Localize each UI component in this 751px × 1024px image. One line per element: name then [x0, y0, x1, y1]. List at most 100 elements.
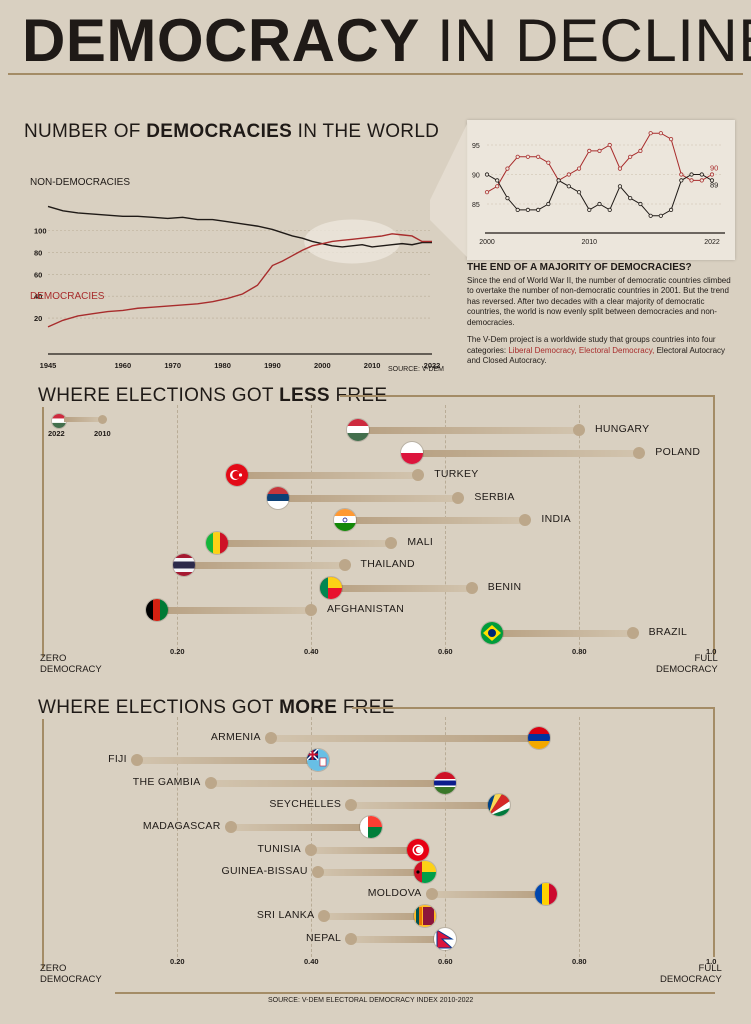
dumbbell-bar [351, 935, 445, 943]
country-label: BENIN [487, 580, 522, 593]
inset-point [576, 190, 582, 195]
dot-2010 [318, 910, 331, 923]
dumbbell-bar [317, 868, 425, 876]
inset-point [607, 142, 612, 148]
y-tick-label: 100 [34, 227, 47, 236]
dot-2010 [130, 754, 143, 767]
x-tick-label: 2010 [581, 239, 597, 246]
y-tick-label: 90 [472, 173, 480, 180]
flag-hungary-icon [345, 418, 370, 442]
inset-point [709, 172, 715, 177]
page-title: DEMOCRACY IN DECLINE [22, 6, 751, 76]
title-light: IN DECLINE [437, 7, 751, 74]
inset-point [648, 213, 653, 218]
country-label: SRI LANKA [256, 909, 315, 922]
inset-point [597, 201, 602, 207]
y-tick-label: 20 [34, 314, 42, 323]
inset-text: THE END OF A MAJORITY OF DEMOCRACIES? Si… [467, 262, 733, 374]
axis-full-l1: FULL [694, 653, 718, 664]
inset-para1: Since the end of World War II, the numbe… [467, 275, 731, 327]
flag-nepal-icon [433, 926, 457, 951]
legend-dot [98, 415, 107, 424]
inset-point [689, 172, 694, 177]
inset-point [495, 184, 500, 189]
inset-point [505, 196, 510, 201]
x-tick-label: 0.60 [438, 647, 453, 656]
gridline [579, 717, 580, 957]
dumbbell-bar [277, 494, 459, 502]
footer-source: SOURCE: V-DEM ELECTORAL DEMOCRACY INDEX … [268, 997, 474, 1004]
dumbbell-bar [357, 427, 579, 434]
dumbbell-bar [210, 779, 445, 787]
axis-full-label: FULL DEMOCRACY [656, 653, 718, 675]
country-label: SEYCHELLES [269, 797, 342, 810]
dot-2010 [264, 732, 277, 744]
dot-2010 [626, 626, 639, 639]
dot-2010 [412, 469, 425, 481]
inset-point [628, 154, 633, 159]
less-free-chart: 0.20 0.40 0.60 0.80 1.0 ZERO DEMOCRACY FULL DEMO… [0, 395, 751, 695]
inset-point [689, 178, 694, 183]
dot-2010 [345, 798, 358, 811]
flag-srilanka-icon [412, 904, 437, 929]
country-label: FIJI [108, 753, 127, 766]
dot-2010 [305, 604, 317, 616]
flag-brazil-icon [479, 620, 504, 645]
dumbbell-bar [230, 824, 372, 832]
dumbbell-bar [183, 562, 345, 569]
x-tick-label: 1980 [214, 361, 231, 370]
flag-armenia-icon [526, 726, 551, 750]
x-tick-label: 2022 [704, 239, 720, 246]
flag-seychelles-icon [486, 792, 511, 817]
more-free-chart: 0.20 0.40 0.60 0.80 1.0 ZERO DEMOCRACY FULL DEMO… [0, 707, 751, 1007]
gridline [579, 405, 580, 655]
inset-point [484, 172, 490, 177]
dot-2010 [204, 776, 217, 789]
inset-point [679, 172, 684, 177]
inset-point [587, 207, 592, 213]
country-label: TUNISIA [257, 842, 301, 855]
x-tick-label: 2000 [314, 361, 331, 370]
x-tick-label: 0.60 [438, 957, 453, 966]
country-label: THE GAMBIA [132, 775, 201, 788]
inset-point [638, 201, 643, 207]
country-label: INDIA [541, 513, 571, 525]
x-tick-label: 0.80 [572, 647, 587, 656]
axis-zero-l1: ZERO [40, 963, 67, 974]
dot-2010 [573, 424, 585, 436]
frame-right-rule [713, 395, 715, 655]
inset-point [658, 131, 663, 136]
inset-point [617, 166, 623, 171]
inset-point [648, 131, 653, 136]
inset-point [546, 160, 551, 165]
y-tick-label: 85 [472, 202, 480, 209]
flag-guineabissau-icon [412, 859, 437, 884]
country-label: GUINEA-BISSAU [221, 864, 308, 877]
inset-point [668, 207, 674, 213]
series-label-non-democracies: NON-DEMOCRACIES [30, 177, 130, 188]
inset-point [525, 207, 531, 213]
inset-point [515, 154, 520, 159]
inset-point [525, 154, 531, 159]
dot-2010 [633, 446, 646, 459]
democracies-line-chart: 20 40 60 80 100 1945 1960 1970 1980 1990 2000 2010 2… [30, 177, 440, 370]
inset-heading: THE END OF A MAJORITY OF DEMOCRACIES? [467, 262, 692, 273]
inset-point [566, 184, 571, 189]
flag-turkey-icon [225, 463, 250, 487]
country-label: ARMENIA [210, 731, 261, 743]
frame-top-rule [352, 707, 714, 709]
title-rule [8, 73, 743, 75]
axis-zero-l2: DEMOCRACY [40, 974, 102, 985]
x-tick-label: 0.40 [304, 957, 319, 966]
flag-benin-icon [319, 575, 344, 600]
dot-2010 [385, 536, 398, 549]
inset-point [576, 166, 582, 171]
inset-point [556, 178, 561, 183]
inset-point [679, 178, 684, 183]
inset-point [628, 196, 633, 201]
legend-2022-label: 2022 [48, 429, 65, 438]
inset-line [486, 132, 713, 193]
gridline [177, 405, 178, 655]
inset-chart-panel: 85 90 95 2000 2010 2022 90 89 [467, 120, 735, 260]
flag-moldova-icon [533, 882, 558, 907]
